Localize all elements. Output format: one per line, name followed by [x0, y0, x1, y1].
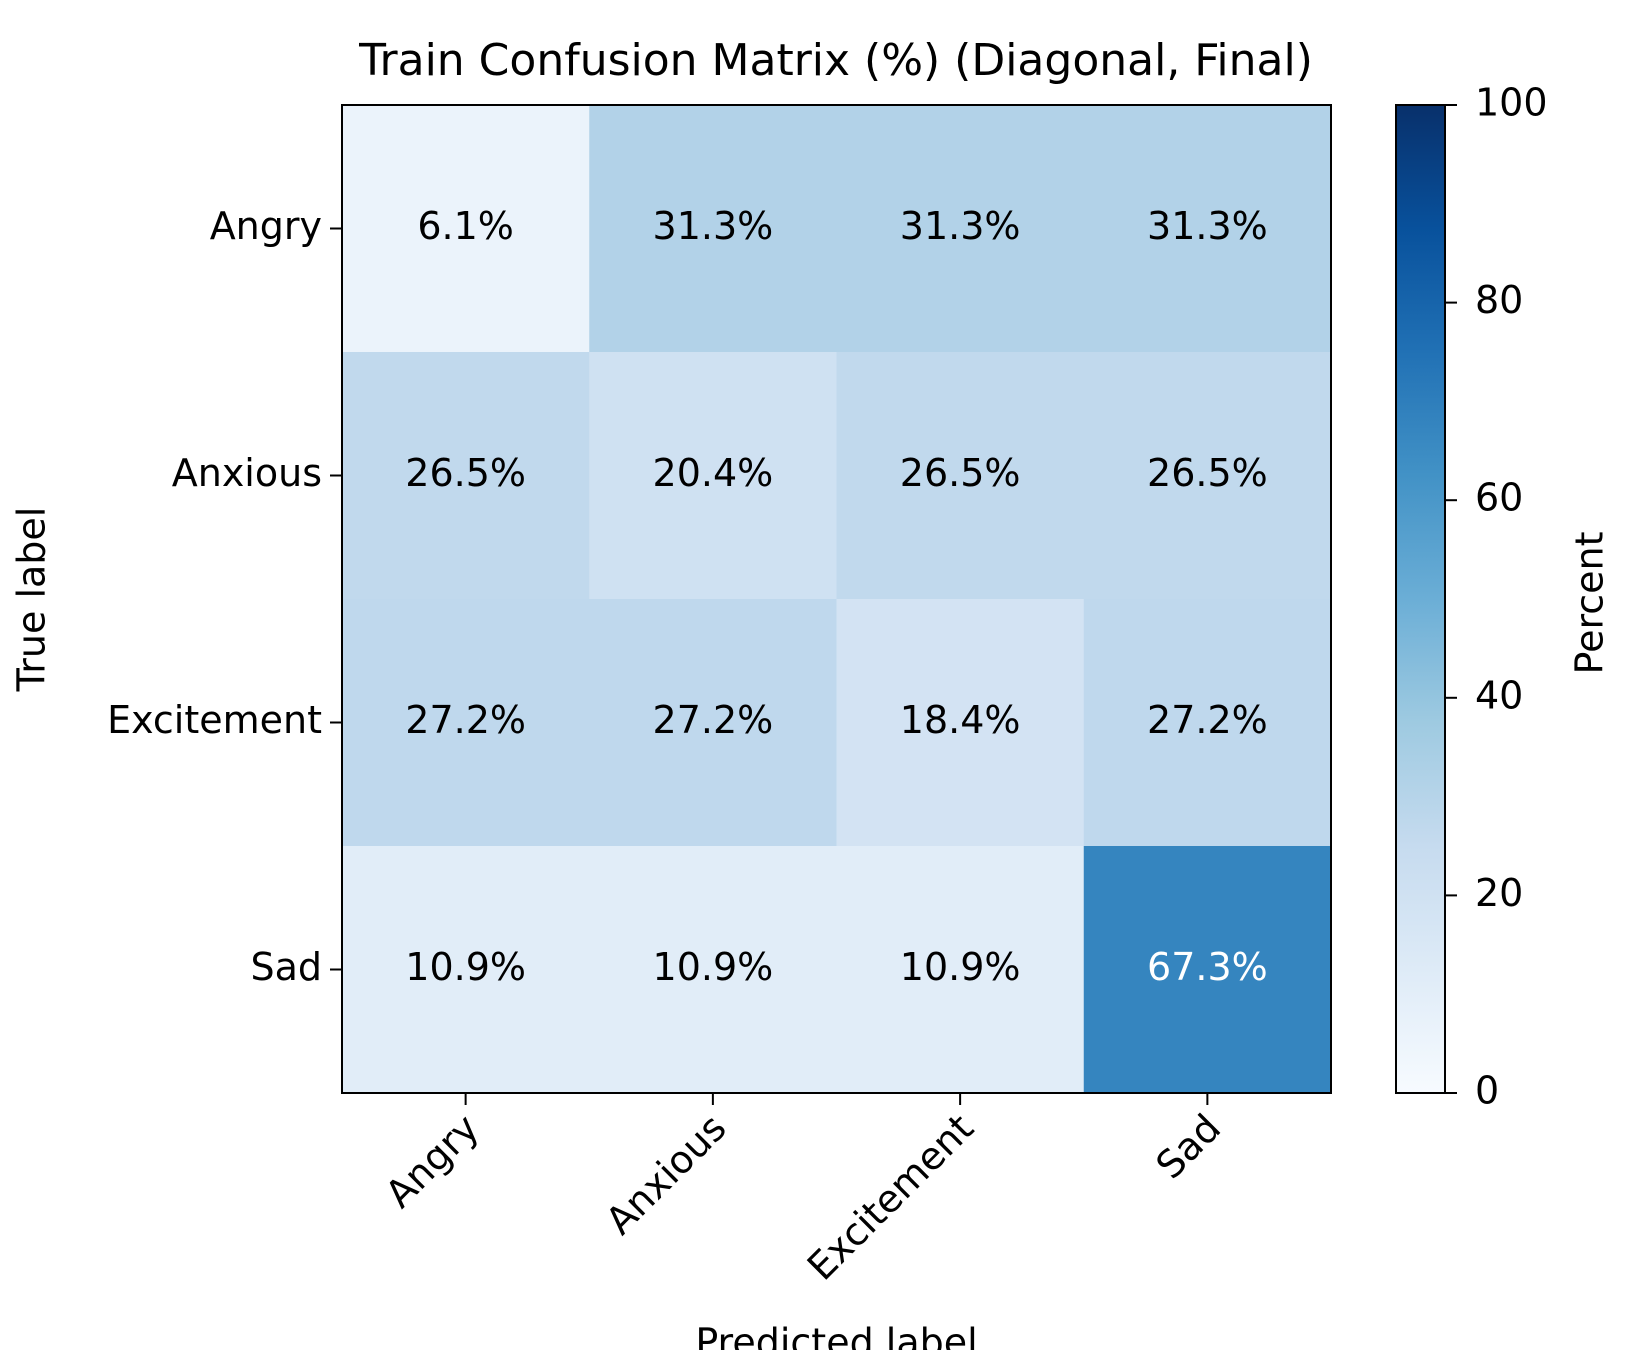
colorbar: [1395, 104, 1446, 1094]
plot-frame: [341, 104, 1332, 1094]
cell-label: 26.5%: [405, 451, 526, 495]
heatmap-cell: [836, 352, 1085, 600]
x-tick-label: Excitement: [799, 1106, 982, 1289]
heatmap-cell: [342, 352, 590, 600]
x-tick-label: Sad: [1147, 1106, 1229, 1188]
cell-label: 18.4%: [900, 698, 1021, 742]
colorbar-tick-label: 80: [1475, 278, 1523, 322]
cell-label: 67.3%: [1147, 945, 1268, 989]
y-tick-label: Angry: [210, 204, 322, 248]
colorbar-label: Percent: [1568, 532, 1612, 675]
cell-label: 27.2%: [1147, 698, 1268, 742]
heatmap-cell: [589, 599, 837, 847]
colorbar-tick-label: 40: [1475, 673, 1523, 717]
x-axis-label: Predicted label: [695, 1321, 977, 1350]
cell-label: 10.9%: [405, 945, 526, 989]
x-tick-label: Anxious: [597, 1106, 734, 1243]
x-tick-label: Angry: [377, 1106, 488, 1217]
cell-label: 10.9%: [900, 945, 1021, 989]
y-tick-label: Anxious: [172, 451, 322, 495]
chart-title: Train Confusion Matrix (%) (Diagonal, Fi…: [358, 35, 1313, 86]
cell-label: 27.2%: [405, 698, 526, 742]
cell-label: 31.3%: [1147, 204, 1268, 248]
cell-label: 26.5%: [1147, 451, 1268, 495]
heatmap-cell: [342, 105, 590, 353]
heatmap-cell: [836, 599, 1085, 847]
heatmap-cell: [1083, 352, 1332, 600]
heatmap-cell: [1083, 599, 1332, 847]
colorbar-tick-label: 20: [1475, 871, 1523, 915]
heatmap-cell: [1083, 105, 1332, 353]
heatmap-cell: [342, 846, 590, 1094]
cell-label: 31.3%: [900, 204, 1021, 248]
y-tick-label: Excitement: [107, 698, 322, 742]
heatmap-cell: [589, 105, 837, 353]
cell-label: 27.2%: [653, 698, 774, 742]
heatmap-cell: [836, 105, 1085, 353]
heatmap-cell: [589, 846, 837, 1094]
heatmap-cell: [589, 352, 837, 600]
heatmap-cell: [1083, 846, 1332, 1094]
heatmap-cell: [342, 599, 590, 847]
colorbar-tick-label: 100: [1475, 81, 1548, 125]
y-axis-label: True label: [10, 507, 54, 693]
cell-label: 6.1%: [417, 204, 514, 248]
heatmap-cell: [836, 846, 1085, 1094]
colorbar-tick-label: 0: [1475, 1069, 1499, 1113]
y-tick-label: Sad: [250, 945, 322, 989]
colorbar-tick-label: 60: [1475, 476, 1523, 520]
cell-label: 26.5%: [900, 451, 1021, 495]
cell-label: 20.4%: [653, 451, 774, 495]
cell-label: 10.9%: [653, 945, 774, 989]
cell-label: 31.3%: [653, 204, 774, 248]
